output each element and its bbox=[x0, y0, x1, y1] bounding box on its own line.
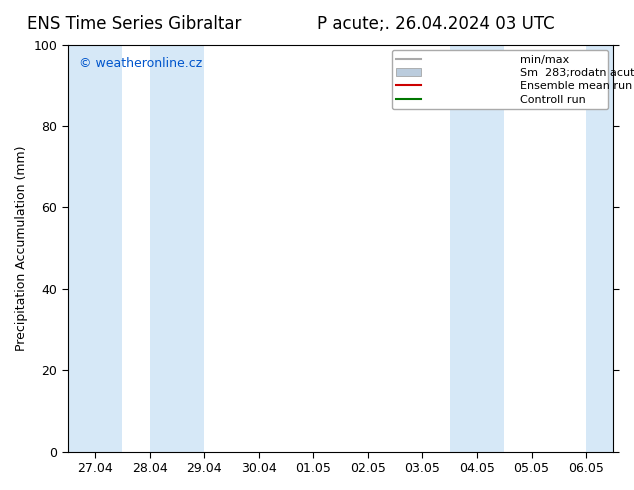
Text: ENS Time Series Gibraltar: ENS Time Series Gibraltar bbox=[27, 15, 241, 33]
Bar bbox=[150, 45, 204, 452]
Legend: min/max, Sm  283;rodatn acute; odchylka, Ensemble mean run, Controll run: min/max, Sm 283;rodatn acute; odchylka, … bbox=[392, 50, 608, 109]
Y-axis label: Precipitation Accumulation (mm): Precipitation Accumulation (mm) bbox=[15, 146, 28, 351]
Bar bbox=[586, 45, 614, 452]
Text: P acute;. 26.04.2024 03 UTC: P acute;. 26.04.2024 03 UTC bbox=[317, 15, 555, 33]
Bar bbox=[68, 45, 122, 452]
Bar bbox=[450, 45, 504, 452]
Text: © weatheronline.cz: © weatheronline.cz bbox=[79, 57, 202, 70]
